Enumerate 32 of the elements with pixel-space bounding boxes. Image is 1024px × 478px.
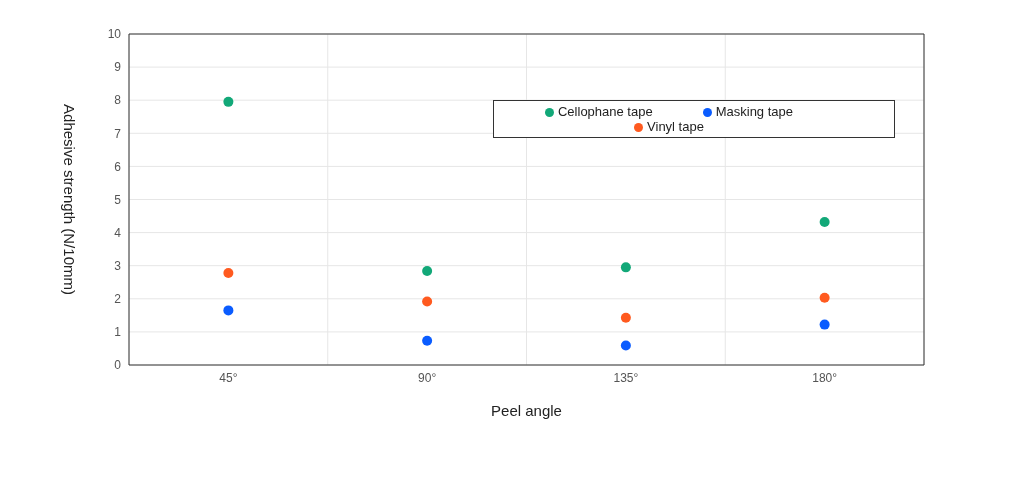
point xyxy=(422,335,433,346)
legend-label: Vinyl tape xyxy=(647,119,704,134)
y-tick-label: 0 xyxy=(114,358,122,373)
x-tick-label: 180° xyxy=(812,370,838,385)
y-tick-label: 10 xyxy=(107,27,122,42)
point xyxy=(620,340,631,351)
y-tick-label: 6 xyxy=(114,159,122,174)
y-tick-label: 5 xyxy=(114,192,122,207)
point xyxy=(422,296,433,307)
x-tick-label: 135° xyxy=(613,370,639,385)
point xyxy=(223,267,234,278)
y-axis-title: Adhesive strength (N/10mm) xyxy=(60,104,78,295)
y-tick-label: 1 xyxy=(114,325,122,340)
legend-label: Masking tape xyxy=(715,104,794,119)
point xyxy=(620,312,631,323)
point xyxy=(819,319,830,330)
y-tick-label: 9 xyxy=(114,60,122,75)
x-tick-label: 90° xyxy=(418,370,437,385)
point xyxy=(223,305,234,316)
y-tick-label: 7 xyxy=(114,126,122,141)
y-tick-label: 4 xyxy=(114,225,122,240)
point xyxy=(819,217,830,228)
point xyxy=(223,96,234,107)
x-tick-label: 45° xyxy=(219,370,238,385)
point xyxy=(819,292,830,303)
x-axis-title: Peel angle xyxy=(491,401,562,419)
y-tick-label: 2 xyxy=(114,292,122,307)
point xyxy=(620,262,631,273)
legend-label: Cellophane tape xyxy=(557,104,653,119)
y-tick-label: 8 xyxy=(114,93,122,108)
point xyxy=(422,266,433,276)
y-tick-label: 3 xyxy=(114,258,122,273)
